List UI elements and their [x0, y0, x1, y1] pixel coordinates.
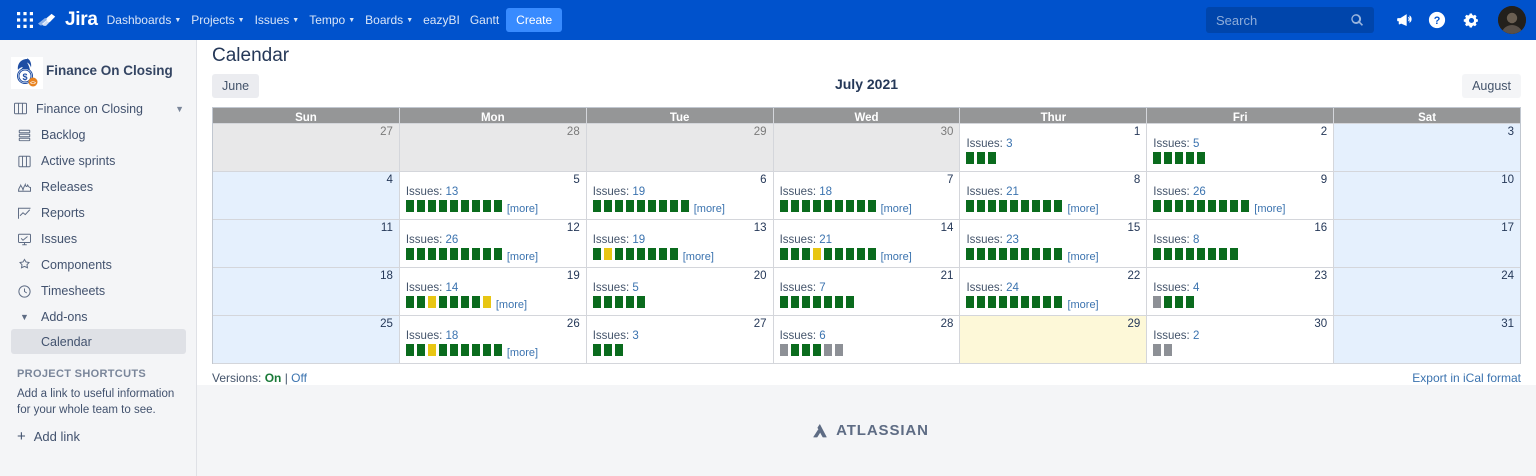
svg-text:?: ? — [1434, 15, 1441, 27]
svg-text:$: $ — [22, 72, 27, 82]
svg-text:<>: <> — [30, 81, 36, 87]
